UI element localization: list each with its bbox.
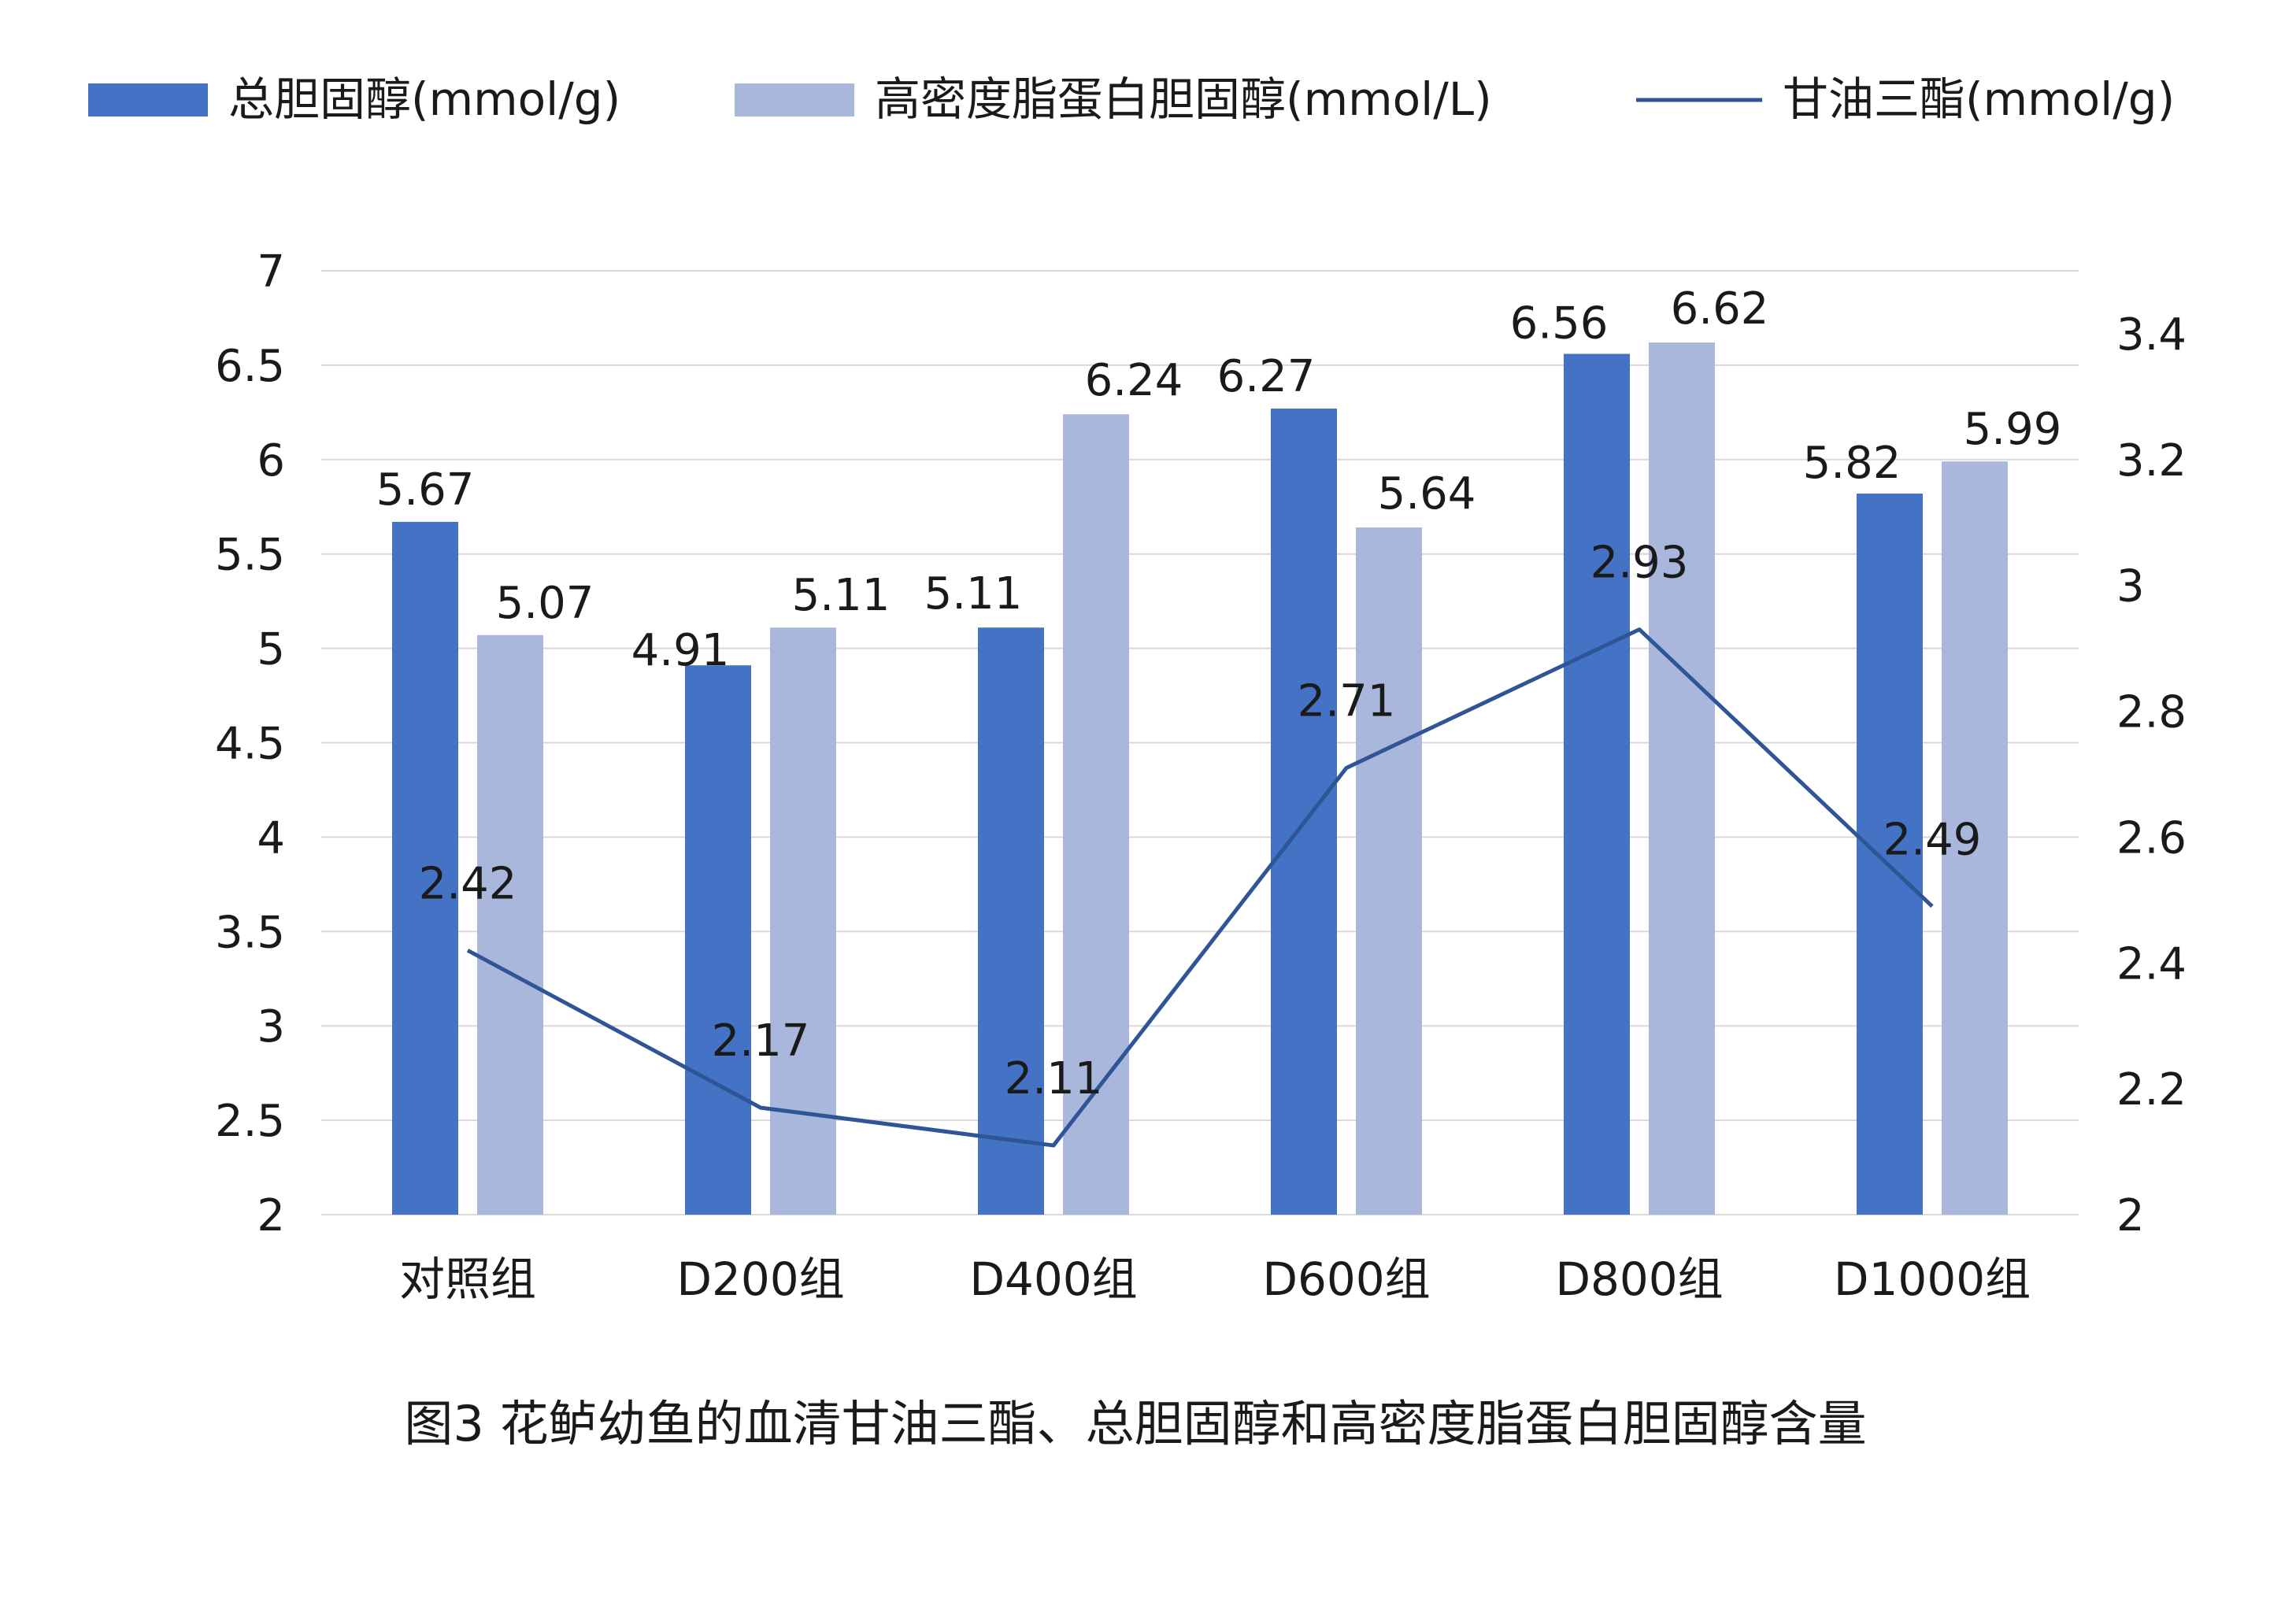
legend-swatch [88,83,208,117]
y-left-tick-label: 3.5 [215,907,285,958]
bar-total-cholesterol [1564,353,1630,1215]
bar-hdl-cholesterol [477,634,543,1215]
bar-hdl-cholesterol [770,627,836,1215]
y-left-tick-label: 7 [257,246,285,298]
data-label: 6.62 [1671,283,1769,335]
y-right-tick-label: 2.8 [2116,687,2187,738]
y-right-tick-label: 2.6 [2116,812,2187,864]
y-left-tick-label: 3 [257,1001,285,1052]
data-label: 5.99 [1964,404,2062,455]
data-labels: 5.67 4.91 5.11 6.27 6.56 5.82 5.07 5.11 6.24 5.64… [376,283,2062,1104]
legend: 总胆固醇(mmol/g) 高密度脂蛋白胆固醇(mmol/L) 甘油三酯(mmol/g… [88,72,2175,126]
x-tick-label: D1000组 [1834,1252,2031,1306]
y-axis-right: 2 2.2 2.4 2.6 2.8 3 3.2 3.4 [2116,309,2187,1241]
x-tick-label: 对照组 [399,1252,536,1306]
y-right-tick-label: 3.2 [2116,435,2187,486]
bar-hdl-cholesterol [1356,527,1422,1215]
y-right-tick-label: 2.2 [2116,1064,2187,1115]
line-layer [466,627,1934,1148]
data-label: 2.93 [1590,538,1689,589]
legend-label: 甘油三酯(mmol/g) [1783,72,2175,126]
legend-swatch [735,83,854,117]
y-left-tick-label: 6.5 [215,341,285,392]
bar-total-cholesterol [1271,409,1337,1215]
data-label: 2.71 [1298,675,1396,727]
y-left-tick-label: 4.5 [215,719,285,770]
data-label: 6.24 [1085,355,1183,406]
data-label: 6.56 [1510,298,1609,350]
y-right-tick-label: 2 [2116,1190,2145,1241]
data-label: 6.27 [1217,351,1316,402]
y-right-tick-label: 3.4 [2116,309,2187,361]
legend-label: 高密度脂蛋白胆固醇(mmol/L) [875,72,1492,126]
y-axis-left: 2 2.5 3 3.5 4 4.5 5 5.5 6 6.5 7 [215,246,285,1241]
y-right-tick-label: 2.4 [2116,938,2187,990]
y-left-tick-label: 6 [257,435,285,486]
x-tick-label: D200组 [676,1252,844,1306]
data-label: 5.82 [1803,438,1901,489]
bar-total-cholesterol [685,665,751,1215]
data-label: 2.42 [419,858,517,909]
data-label: 5.11 [924,568,1023,620]
data-label: 5.64 [1378,468,1476,520]
y-right-tick-label: 3 [2116,561,2145,612]
x-axis: 对照组 D200组 D400组 D600组 D800组 D1000组 [399,1252,2031,1306]
figure-caption: 图3 花鲈幼鱼的血清甘油三酯、总胆固醇和高密度脂蛋白胆固醇含量 [404,1395,1866,1452]
x-tick-label: D800组 [1555,1252,1723,1306]
y-left-tick-label: 5.5 [215,530,285,581]
data-label: 4.91 [631,625,730,676]
bar-total-cholesterol [1857,493,1923,1215]
line-triglyceride [466,627,1934,1148]
bars [392,342,2008,1215]
data-label: 2.17 [712,1015,810,1067]
data-label: 2.49 [1883,814,1982,865]
x-tick-label: D400组 [969,1252,1137,1306]
y-left-tick-label: 4 [257,812,285,864]
y-left-tick-label: 2.5 [215,1096,285,1147]
x-tick-label: D600组 [1262,1252,1430,1306]
legend-label: 总胆固醇(mmol/g) [228,72,620,126]
bar-total-cholesterol [392,521,458,1215]
data-label: 2.11 [1005,1053,1103,1104]
data-label: 5.67 [376,464,475,516]
y-left-tick-label: 5 [257,624,285,675]
bar-total-cholesterol [978,627,1044,1215]
gridlines [321,270,2079,1215]
bar-hdl-cholesterol [1649,342,1715,1215]
bar-hdl-cholesterol [1942,461,2008,1215]
y-left-tick-label: 2 [257,1190,285,1241]
data-label: 5.07 [496,578,594,629]
bar-hdl-cholesterol [1063,414,1129,1215]
data-label: 5.11 [792,570,891,621]
